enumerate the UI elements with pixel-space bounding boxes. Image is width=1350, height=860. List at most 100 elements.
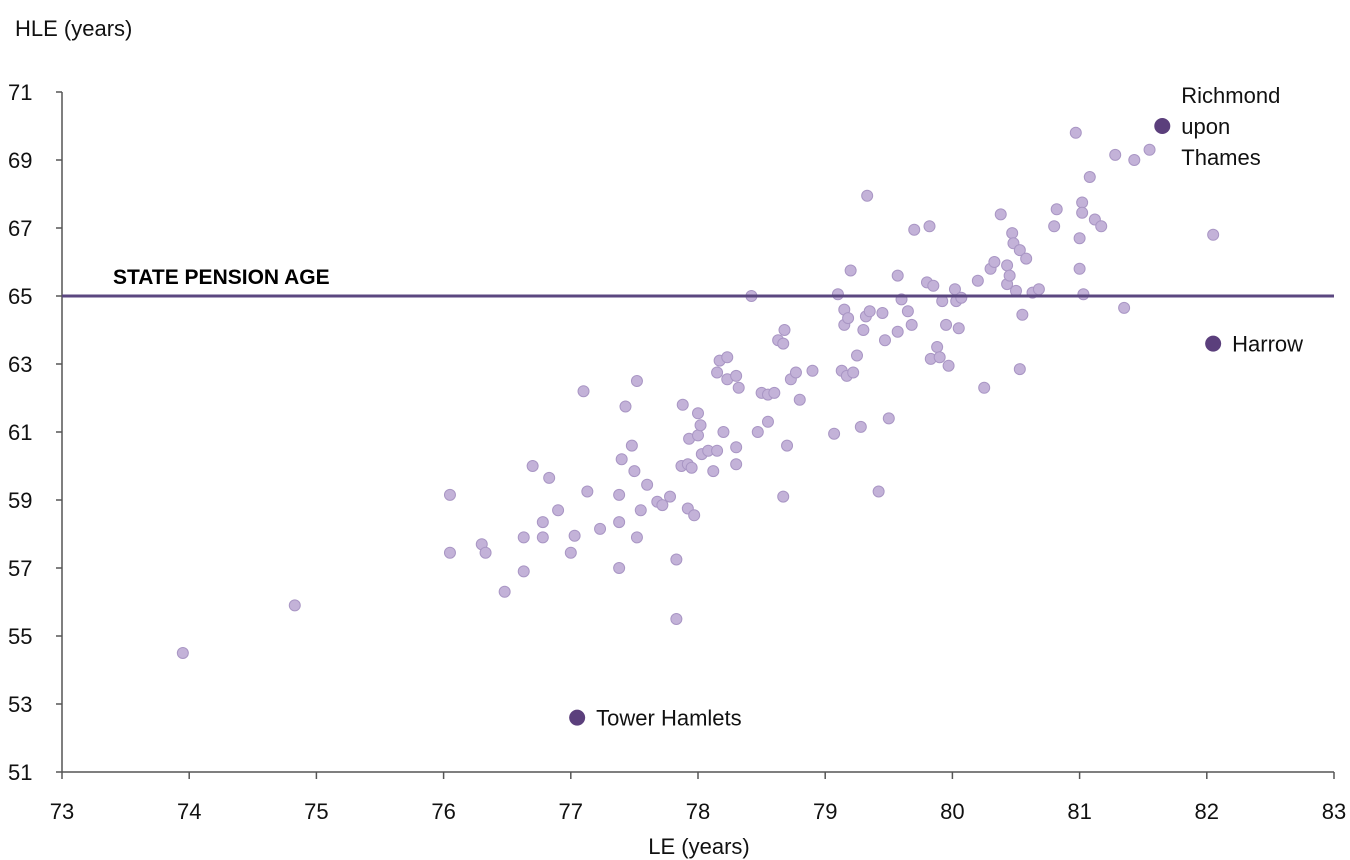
data-point bbox=[176, 647, 189, 659]
data-point bbox=[443, 546, 456, 559]
data-point bbox=[1076, 196, 1089, 209]
data-point bbox=[581, 485, 594, 498]
data-point bbox=[844, 264, 857, 277]
data-point bbox=[564, 546, 577, 559]
data-point bbox=[577, 385, 590, 398]
data-point bbox=[978, 381, 991, 394]
data-point bbox=[694, 419, 707, 432]
x-tick-label: 77 bbox=[559, 799, 583, 824]
x-tick-label: 73 bbox=[50, 799, 74, 824]
data-point bbox=[931, 341, 944, 353]
data-point bbox=[842, 312, 855, 325]
data-point bbox=[988, 256, 1001, 268]
y-tick-label: 57 bbox=[8, 556, 32, 581]
data-point bbox=[688, 509, 701, 522]
data-point bbox=[625, 439, 638, 452]
data-point bbox=[568, 529, 581, 542]
data-point bbox=[619, 400, 632, 413]
data-point bbox=[942, 359, 955, 372]
data-point bbox=[670, 613, 683, 625]
data-point bbox=[613, 488, 626, 501]
data-point bbox=[656, 499, 669, 512]
x-tick-label: 83 bbox=[1322, 799, 1346, 824]
y-tick-label: 51 bbox=[8, 760, 32, 785]
data-point bbox=[479, 546, 492, 559]
data-point bbox=[891, 269, 904, 282]
data-point bbox=[543, 471, 556, 484]
data-point bbox=[777, 490, 790, 503]
data-point bbox=[641, 478, 654, 491]
highlighted-point-label: upon bbox=[1181, 114, 1230, 139]
data-point bbox=[905, 318, 918, 331]
data-point bbox=[498, 585, 511, 598]
data-point bbox=[517, 531, 530, 544]
data-point bbox=[789, 366, 802, 379]
data-point bbox=[1003, 269, 1016, 282]
data-point bbox=[955, 291, 968, 304]
data-point bbox=[933, 351, 946, 364]
data-point bbox=[711, 366, 724, 379]
data-point bbox=[1020, 252, 1033, 265]
data-point bbox=[857, 324, 870, 336]
x-tick-label: 76 bbox=[431, 799, 455, 824]
y-axis-title: HLE (years) bbox=[15, 16, 132, 41]
data-point bbox=[730, 441, 743, 454]
data-point bbox=[685, 461, 698, 474]
data-point bbox=[872, 485, 885, 498]
highlighted-point-label: Richmond bbox=[1181, 83, 1280, 108]
data-point bbox=[443, 488, 456, 501]
data-point bbox=[793, 393, 806, 406]
data-point bbox=[615, 453, 628, 466]
data-points bbox=[176, 126, 1220, 659]
data-point bbox=[854, 420, 867, 433]
data-point bbox=[692, 429, 704, 442]
data-point bbox=[517, 565, 530, 578]
y-tick-label: 65 bbox=[8, 284, 32, 309]
data-point bbox=[630, 531, 643, 544]
data-point bbox=[730, 369, 743, 382]
data-point bbox=[923, 220, 936, 233]
x-tick-label: 82 bbox=[1195, 799, 1219, 824]
data-point bbox=[1069, 126, 1082, 139]
x-axis-ticks: 73 74 75 76 77 78 79 80 81 82 83 bbox=[50, 772, 1346, 824]
data-point bbox=[882, 412, 895, 425]
y-tick-label: 71 bbox=[8, 80, 32, 105]
y-axis-ticks: 51 53 55 57 59 61 63 65 67 69 71 bbox=[8, 80, 62, 785]
x-tick-label: 74 bbox=[177, 799, 201, 824]
x-axis-title: LE (years) bbox=[648, 834, 749, 859]
data-point bbox=[908, 223, 921, 236]
data-point bbox=[1032, 283, 1045, 296]
data-point bbox=[878, 334, 891, 347]
highlighted-point bbox=[569, 709, 586, 726]
data-point bbox=[863, 305, 876, 318]
data-point bbox=[676, 398, 689, 411]
data-point bbox=[778, 324, 791, 336]
data-point bbox=[761, 415, 774, 428]
x-tick-label: 81 bbox=[1067, 799, 1091, 824]
data-point bbox=[526, 460, 539, 472]
data-point bbox=[831, 288, 844, 301]
data-point bbox=[851, 349, 863, 362]
data-point bbox=[1077, 288, 1090, 301]
data-point bbox=[1001, 259, 1014, 272]
data-point bbox=[536, 531, 549, 544]
data-point bbox=[1006, 227, 1019, 240]
x-tick-label: 79 bbox=[813, 799, 837, 824]
data-point bbox=[1050, 203, 1063, 216]
data-point bbox=[670, 553, 683, 566]
y-tick-label: 67 bbox=[8, 216, 32, 241]
data-point bbox=[664, 490, 677, 503]
data-point bbox=[1013, 363, 1026, 376]
data-point bbox=[730, 458, 743, 471]
data-point bbox=[1076, 206, 1089, 219]
data-point bbox=[630, 375, 643, 387]
data-point bbox=[940, 318, 953, 331]
y-tick-label: 55 bbox=[8, 624, 32, 649]
highlighted-points: Richmond upon Thames Harrow Tower Hamlets bbox=[569, 83, 1303, 731]
data-point bbox=[552, 504, 565, 517]
x-tick-label: 78 bbox=[686, 799, 710, 824]
highlighted-point bbox=[1154, 118, 1171, 134]
data-point bbox=[828, 427, 841, 440]
data-point bbox=[806, 364, 819, 377]
